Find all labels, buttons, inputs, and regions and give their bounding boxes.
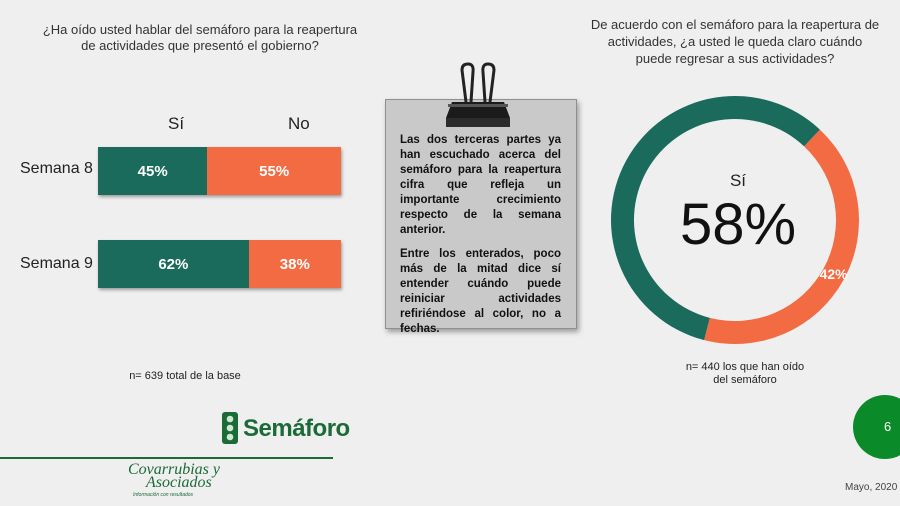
right-question: De acuerdo con el semáforo para la reape…: [590, 17, 880, 66]
legend-no: No: [288, 114, 310, 133]
bar-label-no-semana-8: 55%: [259, 162, 290, 180]
traffic-light-icon: [222, 412, 238, 444]
bar-segment-si-semana-9: 62%: [98, 240, 249, 288]
callout-text: Las dos terceras partes ya han escuchado…: [400, 133, 561, 346]
page-number-badge: [853, 395, 900, 459]
bar-label-no-semana-9: 38%: [279, 255, 310, 273]
left-question: ¿Ha oído usted hablar del semáforo para …: [42, 22, 358, 53]
callout-box: Las dos terceras partes ya han escuchado…: [385, 99, 577, 335]
right-sample-note: n= 440 los que han oído del semáforo: [665, 361, 825, 387]
company-logo: Covarrubias y Asociados: [128, 461, 220, 491]
bar-label-si-semana-9: 62%: [158, 255, 189, 273]
page-number: 6: [884, 419, 892, 434]
left-sample-note: n= 639 total de la base: [129, 370, 241, 382]
donut-slice-label-no: 42%: [820, 266, 849, 282]
donut-slice-si: [611, 95, 820, 341]
row-label-semana-8: Semana 8: [20, 160, 93, 177]
right-sample-note-line-1: n= 440 los que han oído: [685, 361, 805, 373]
footer-divider: [0, 457, 333, 459]
date-label: Mayo, 2020: [845, 482, 898, 493]
donut-slice-no: [704, 129, 859, 344]
callout-paragraph-1: Las dos terceras partes ya han escuchado…: [400, 134, 561, 236]
bar-segment-no-semana-8: 55%: [207, 147, 341, 195]
logo-line-1: Covarrubias y: [128, 461, 220, 478]
logo-line-2: Asociados: [146, 474, 212, 491]
bar-label-si-semana-8: 45%: [137, 162, 168, 180]
bar-semana-8: 45% 55%: [98, 147, 341, 195]
binder-clip-icon: [446, 62, 510, 127]
donut-center-label: Sí: [730, 171, 746, 190]
donut-chart: Sí 58% 42%: [611, 95, 859, 344]
callout-paragraph-2: Entre los enterados, poco más de la mita…: [400, 248, 561, 335]
donut-center-value: 58%: [680, 192, 796, 257]
legend-si: Sí: [168, 114, 185, 133]
semaforo-label: Semáforo: [243, 415, 350, 442]
logo-tagline: Información con resultados: [133, 492, 194, 498]
bar-segment-si-semana-8: 45%: [98, 147, 208, 195]
right-sample-note-line-2: del semáforo: [713, 374, 777, 386]
bar-semana-9: 62% 38%: [98, 240, 341, 288]
row-label-semana-9: Semana 9: [20, 255, 93, 272]
bar-segment-no-semana-9: 38%: [248, 240, 341, 288]
